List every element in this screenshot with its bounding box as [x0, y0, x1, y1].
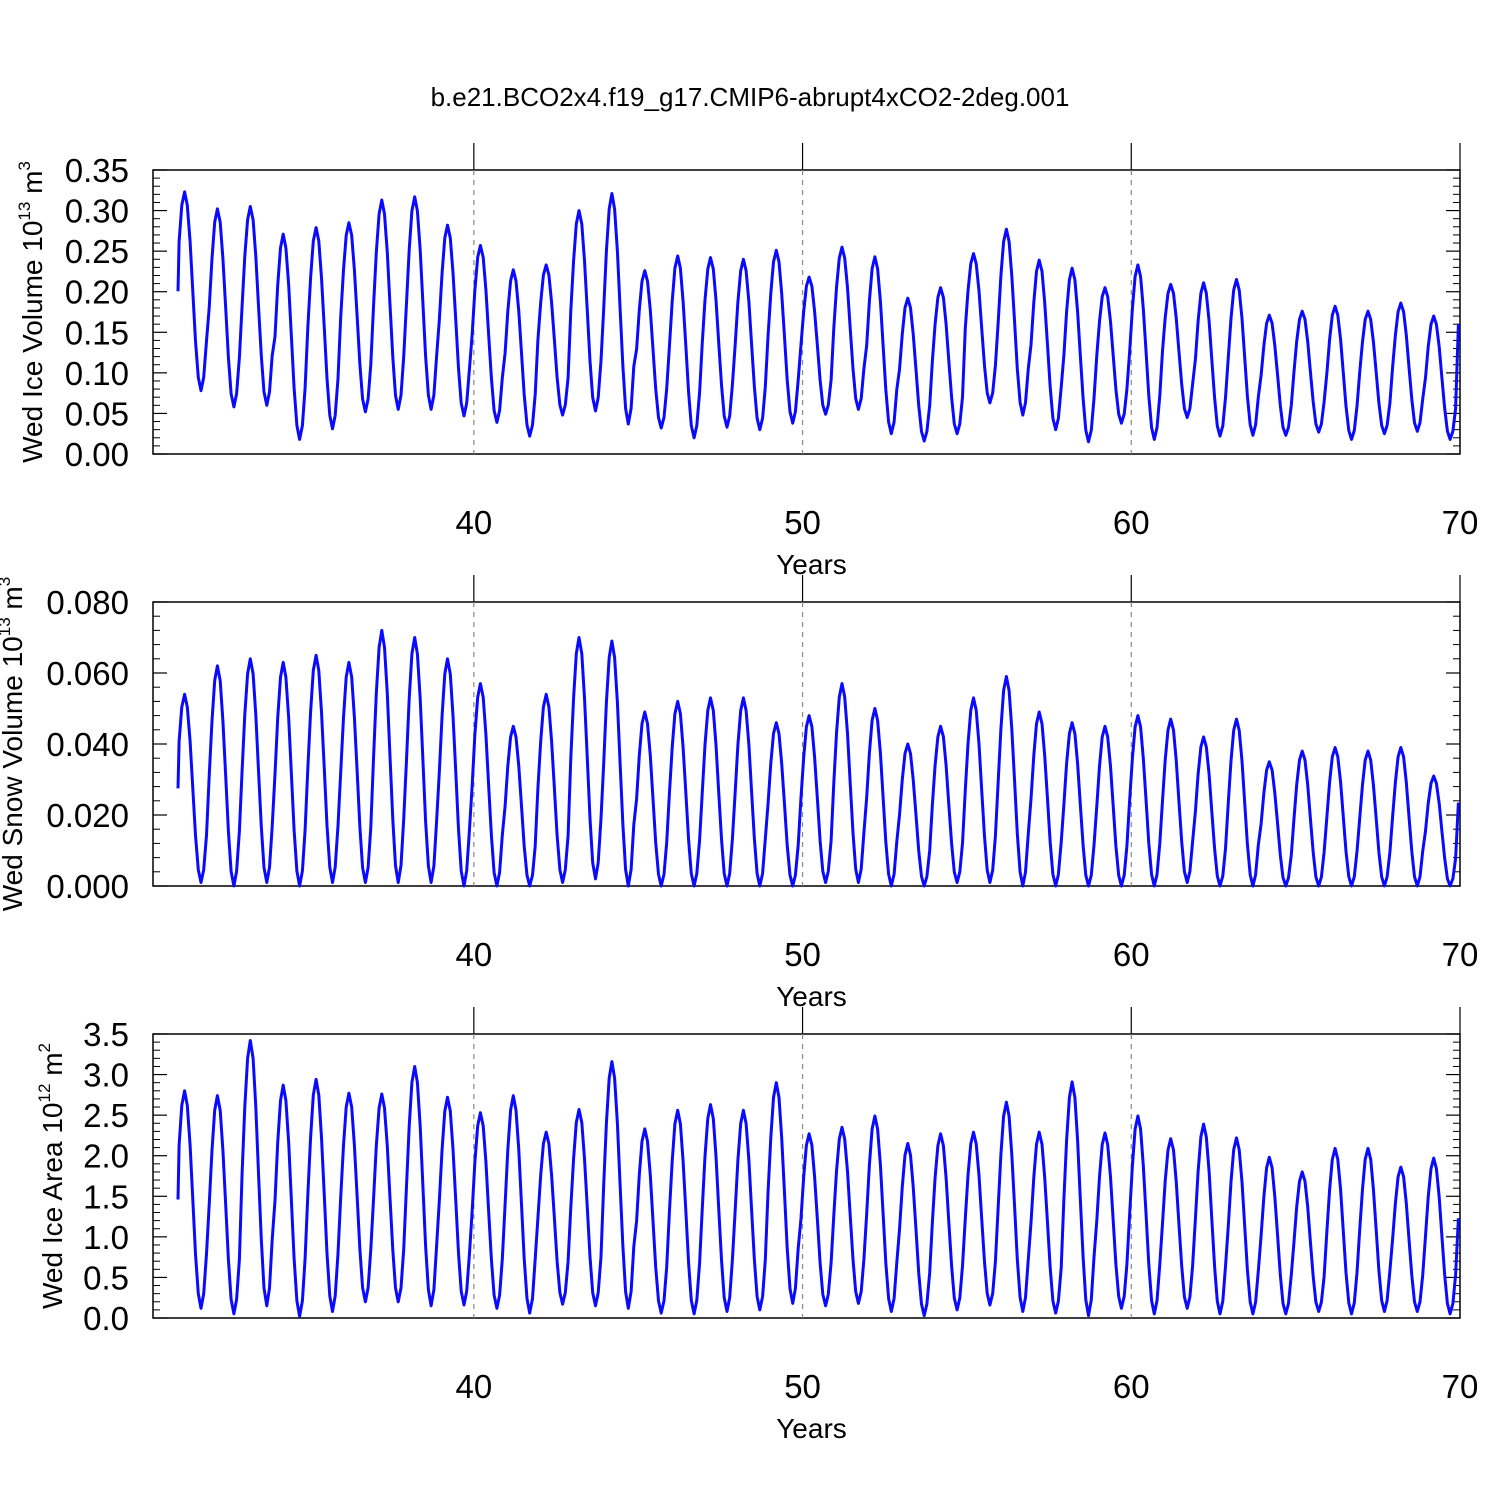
- y-tick-label: 3.0: [83, 1057, 129, 1094]
- y-tick-label: 0.000: [46, 868, 129, 905]
- x-tick-label: 40: [455, 936, 492, 973]
- x-tick-label: 70: [1442, 504, 1479, 541]
- y-tick-label: 0.080: [46, 584, 129, 621]
- x-tick-label: 40: [455, 504, 492, 541]
- chart-title: b.e21.BCO2x4.f19_g17.CMIP6-abrupt4xCO2-2…: [430, 82, 1070, 112]
- x-tick-label: 50: [784, 936, 821, 973]
- y-tick-label: 0.020: [46, 797, 129, 834]
- plot-frame: [152, 1033, 1461, 1319]
- x-tick-label: 40: [455, 1368, 492, 1405]
- y-tick-label: 0.35: [65, 152, 129, 189]
- panel-ice-volume: 0.00 0.050.10 0.150.20 0.250.30 0.35 40 50 60 70…: [15, 143, 1478, 580]
- x-axis-title: Years: [776, 981, 847, 1012]
- y-tick-label: 2.0: [83, 1138, 129, 1175]
- y-tick-label: 0.0: [83, 1300, 129, 1337]
- y-tick-label: 3.5: [83, 1016, 129, 1053]
- y-tick-label: 0.10: [65, 355, 129, 392]
- panel-snow-volume: 0.000 0.020 0.040 0.060 0.080 40 50 60 70 Years We…: [0, 575, 1478, 1012]
- y-tick-label: 0.05: [65, 395, 129, 432]
- x-tick-label: 70: [1442, 936, 1479, 973]
- x-tick-label: 60: [1113, 936, 1150, 973]
- x-tick-label: 60: [1113, 1368, 1150, 1405]
- y-tick-label: 0.040: [46, 726, 129, 763]
- y-tick-label: 0.30: [65, 193, 129, 230]
- panel-ice-area: 0.0 0.51.0 1.52.0 2.53.0 3.5 40 50 60 70 Years Wed…: [35, 1007, 1478, 1444]
- y-tick-label: 0.5: [83, 1259, 129, 1296]
- y-tick-label: 0.00: [65, 436, 129, 473]
- x-tick-label: 60: [1113, 504, 1150, 541]
- series-line: [176, 190, 1460, 444]
- x-tick-label: 50: [784, 504, 821, 541]
- plot-frame: [152, 601, 1461, 887]
- plot-frame: [152, 169, 1461, 455]
- y-axis-title: Wed Snow Volume 1013 m3: [0, 577, 28, 911]
- x-axis-title: Years: [776, 549, 847, 580]
- y-axis-title: Wed Ice Area 1012 m2: [35, 1043, 68, 1309]
- y-tick-label: 0.25: [65, 233, 129, 270]
- y-tick-label: 1.0: [83, 1219, 129, 1256]
- y-axis-title: Wed Ice Volume 1013 m3: [15, 161, 48, 463]
- y-tick-label: 2.5: [83, 1097, 129, 1134]
- x-axis-title: Years: [776, 1413, 847, 1444]
- y-tick-label: 0.20: [65, 274, 129, 311]
- y-tick-label: 0.060: [46, 655, 129, 692]
- y-tick-label: 0.15: [65, 314, 129, 351]
- x-tick-label: 50: [784, 1368, 821, 1405]
- series-line: [176, 628, 1460, 888]
- x-tick-label: 70: [1442, 1368, 1479, 1405]
- series-line: [176, 1039, 1460, 1318]
- y-tick-label: 1.5: [83, 1178, 129, 1215]
